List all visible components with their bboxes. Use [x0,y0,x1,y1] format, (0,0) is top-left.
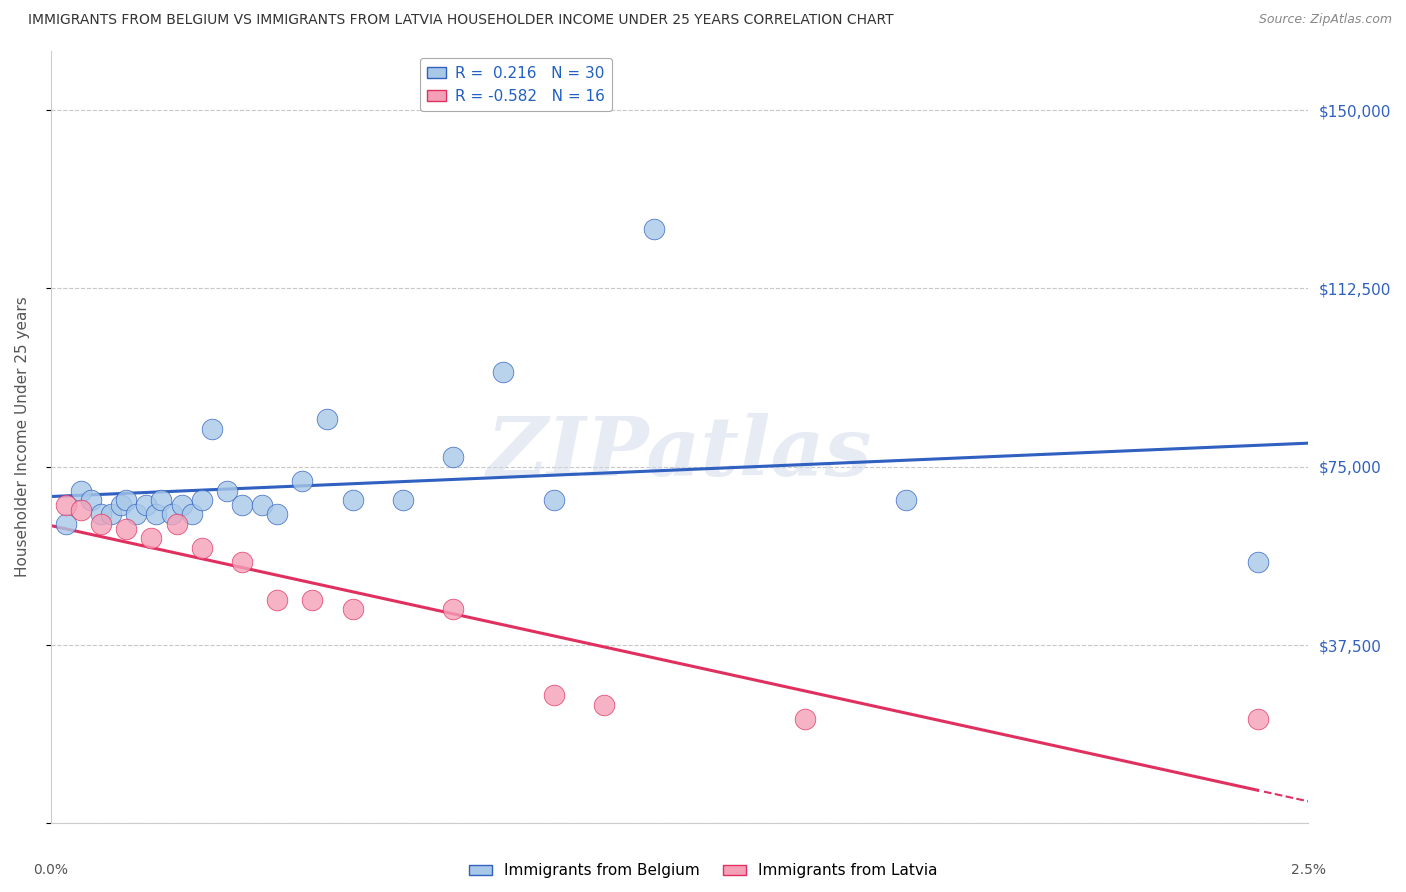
Point [643,222,665,236]
Point [1247,712,1270,726]
Point [250,498,273,512]
Text: 2.5%: 2.5% [1291,863,1326,877]
Point [316,412,339,426]
Point [100,508,122,522]
Point [141,531,163,545]
Point [180,508,202,522]
Y-axis label: Householder Income Under 25 years: Householder Income Under 25 years [15,297,30,577]
Point [231,498,253,512]
Point [1247,555,1270,569]
Point [392,493,415,508]
Point [266,593,288,607]
Text: Source: ZipAtlas.com: Source: ZipAtlas.com [1258,13,1392,27]
Point [492,365,515,379]
Point [166,516,188,531]
Point [794,712,817,726]
Point [160,508,183,522]
Point [170,498,193,512]
Point [150,493,173,508]
Point [215,483,238,498]
Text: IMMIGRANTS FROM BELGIUM VS IMMIGRANTS FROM LATVIA HOUSEHOLDER INCOME UNDER 25 YE: IMMIGRANTS FROM BELGIUM VS IMMIGRANTS FR… [28,13,894,28]
Point [115,522,138,536]
Point [201,422,224,436]
Text: ZIPatlas: ZIPatlas [486,412,872,492]
Point [301,593,323,607]
Point [894,493,917,508]
Point [441,602,464,616]
Point [231,555,253,569]
Legend: R =  0.216   N = 30, R = -0.582   N = 16: R = 0.216 N = 30, R = -0.582 N = 16 [420,58,613,112]
Legend: Immigrants from Belgium, Immigrants from Latvia: Immigrants from Belgium, Immigrants from… [463,857,943,884]
Point [55,516,77,531]
Point [342,602,364,616]
Point [342,493,364,508]
Point [543,493,565,508]
Point [125,508,148,522]
Point [55,498,77,512]
Point [266,508,288,522]
Point [441,450,464,465]
Point [90,516,112,531]
Point [115,493,138,508]
Point [291,474,314,488]
Point [110,498,132,512]
Text: 0.0%: 0.0% [34,863,69,877]
Point [70,483,93,498]
Point [190,541,212,555]
Point [190,493,212,508]
Point [145,508,167,522]
Point [70,502,93,516]
Point [543,688,565,702]
Point [135,498,157,512]
Point [80,493,103,508]
Point [593,698,616,712]
Point [90,508,112,522]
